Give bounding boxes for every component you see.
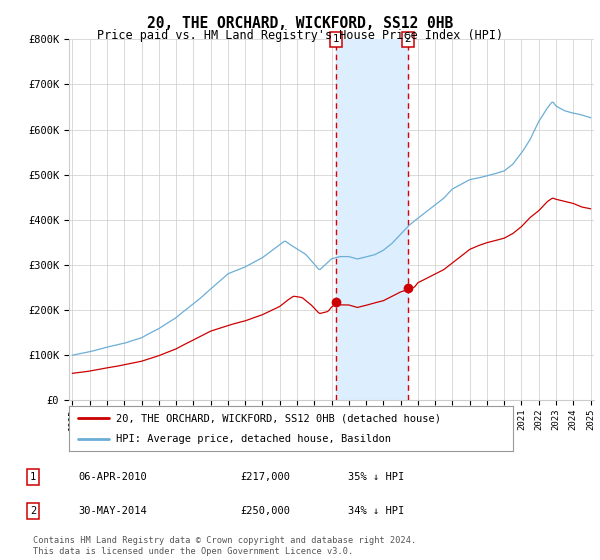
Text: 30-MAY-2014: 30-MAY-2014 <box>78 506 147 516</box>
Text: HPI: Average price, detached house, Basildon: HPI: Average price, detached house, Basi… <box>116 433 391 444</box>
Text: £217,000: £217,000 <box>240 472 290 482</box>
Text: 20, THE ORCHARD, WICKFORD, SS12 0HB: 20, THE ORCHARD, WICKFORD, SS12 0HB <box>147 16 453 31</box>
Text: 34% ↓ HPI: 34% ↓ HPI <box>348 506 404 516</box>
Text: 35% ↓ HPI: 35% ↓ HPI <box>348 472 404 482</box>
Text: £250,000: £250,000 <box>240 506 290 516</box>
Text: Price paid vs. HM Land Registry's House Price Index (HPI): Price paid vs. HM Land Registry's House … <box>97 29 503 42</box>
Text: 2: 2 <box>404 34 411 44</box>
Bar <box>336 39 407 400</box>
Text: 20, THE ORCHARD, WICKFORD, SS12 0HB (detached house): 20, THE ORCHARD, WICKFORD, SS12 0HB (det… <box>116 413 440 423</box>
Text: Contains HM Land Registry data © Crown copyright and database right 2024.
This d: Contains HM Land Registry data © Crown c… <box>33 536 416 556</box>
Text: 1: 1 <box>333 34 340 44</box>
Text: 06-APR-2010: 06-APR-2010 <box>78 472 147 482</box>
Text: 2: 2 <box>30 506 36 516</box>
Text: 1: 1 <box>30 472 36 482</box>
